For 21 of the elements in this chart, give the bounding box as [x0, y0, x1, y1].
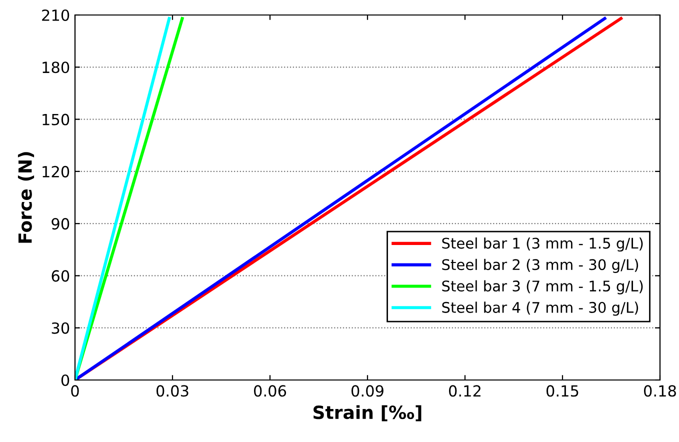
x-tick-label: 0.18	[644, 385, 676, 397]
x-tick-label: 0.06	[254, 385, 286, 397]
legend-label: Steel bar 1 (3 mm - 1.5 g/L)	[442, 237, 643, 252]
legend-label: Steel bar 4 (7 mm - 30 g/L)	[442, 302, 638, 316]
legend-label: Steel bar 3 (7 mm - 1.5 g/L)	[442, 280, 643, 294]
y-tick-label: 30	[52, 322, 70, 334]
legend-label: Steel bar 2 (3 mm - 30 g/L)	[442, 258, 638, 273]
y-tick-label: 120	[42, 166, 70, 178]
x-tick-label: 0.09	[352, 385, 384, 397]
y-axis-title: Force (N)	[18, 152, 34, 243]
x-tick-label: 0.12	[449, 385, 480, 397]
x-tick-label: 0	[71, 385, 79, 397]
y-tick-label: 150	[42, 114, 70, 126]
y-tick-label: 180	[42, 62, 70, 74]
y-tick-label: 60	[52, 270, 70, 282]
y-tick-label: 0	[61, 374, 70, 386]
x-axis-title: Strain [‰]	[314, 405, 422, 422]
x-tick-label: 0.15	[546, 385, 578, 397]
y-tick-label: 210	[42, 9, 70, 22]
x-tick-label: 0.03	[156, 385, 188, 397]
y-tick-label: 90	[52, 218, 70, 230]
